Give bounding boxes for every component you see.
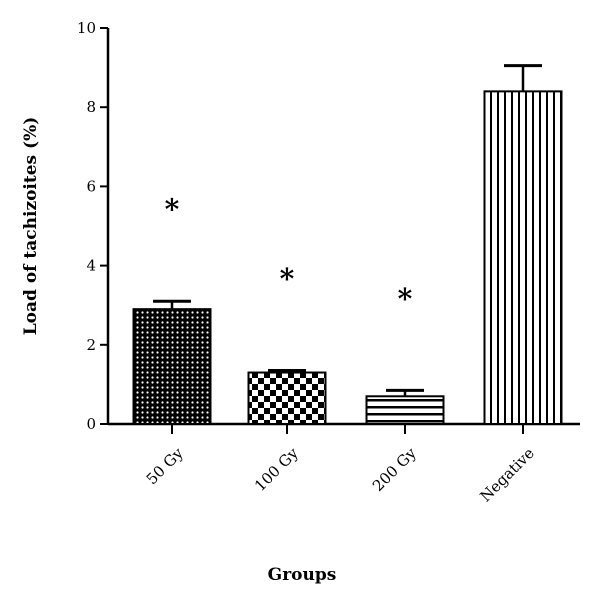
y-tick-label: 0 <box>86 415 96 433</box>
x-tick-label: 100 Gy <box>251 444 302 495</box>
significance-marker: * <box>165 193 180 226</box>
x-tick-label: 200 Gy <box>369 444 420 495</box>
significance-marker: * <box>398 282 413 315</box>
x-tick-label: 50 Gy <box>143 444 187 488</box>
bar <box>483 90 563 426</box>
y-tick-label: 8 <box>86 98 96 116</box>
y-axis-ticks: 0 2 4 6 8 10 <box>77 19 108 433</box>
y-tick-label: 10 <box>77 19 96 37</box>
y-tick-label: 4 <box>86 257 96 275</box>
x-axis-ticks: 50 Gy 100 Gy 200 Gy Negative <box>143 424 538 505</box>
bar <box>247 371 327 425</box>
y-tick-label: 2 <box>86 336 96 354</box>
y-tick-label: 6 <box>86 177 96 195</box>
plot-area: 0 2 4 6 8 10 50 Gy 100 Gy 200 Gy Negative * * * <box>77 19 580 505</box>
significance-marker: * <box>280 263 295 296</box>
x-tick-label: Negative <box>476 444 537 505</box>
bars-group: * * * <box>132 64 563 426</box>
x-axis-label: Groups <box>268 565 337 585</box>
bar <box>132 308 212 425</box>
y-axis-label: Load of tachizoites (%) <box>21 117 41 336</box>
bar <box>365 395 445 425</box>
